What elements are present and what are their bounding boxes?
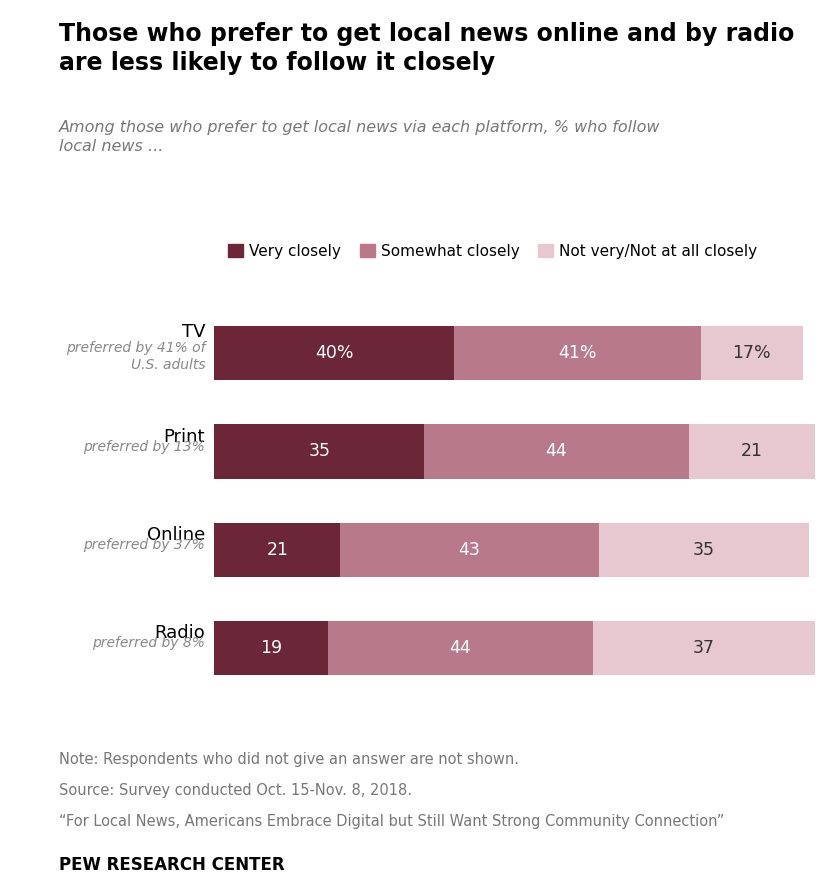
Text: 21: 21 — [741, 442, 763, 460]
Text: 19: 19 — [260, 639, 282, 657]
Text: preferred by 13%: preferred by 13% — [83, 440, 205, 454]
Text: 37: 37 — [693, 639, 715, 657]
Text: Note: Respondents who did not give an answer are not shown.: Note: Respondents who did not give an an… — [59, 752, 519, 767]
Text: Those who prefer to get local news online and by radio
are less likely to follow: Those who prefer to get local news onlin… — [59, 22, 794, 75]
Bar — [701, 326, 803, 380]
Text: Radio: Radio — [155, 625, 205, 643]
Text: Print: Print — [164, 428, 205, 446]
Text: Source: Survey conducted Oct. 15-Nov. 8, 2018.: Source: Survey conducted Oct. 15-Nov. 8,… — [59, 783, 412, 798]
Text: preferred by 41% of
U.S. adults: preferred by 41% of U.S. adults — [66, 342, 205, 371]
Text: Online: Online — [147, 526, 205, 544]
Bar — [214, 522, 340, 577]
Text: 44: 44 — [546, 442, 567, 460]
Text: TV: TV — [181, 322, 205, 341]
Bar — [592, 621, 815, 676]
Bar — [424, 425, 689, 479]
Bar — [599, 522, 809, 577]
Bar — [340, 522, 599, 577]
Text: 41%: 41% — [559, 344, 596, 362]
Text: Among those who prefer to get local news via each platform, % who follow
local n: Among those who prefer to get local news… — [59, 120, 660, 154]
Text: 44: 44 — [449, 639, 471, 657]
Legend: Very closely, Somewhat closely, Not very/Not at all closely: Very closely, Somewhat closely, Not very… — [222, 238, 764, 264]
Bar — [328, 621, 592, 676]
Text: 17%: 17% — [732, 344, 771, 362]
Bar — [214, 425, 424, 479]
Bar — [214, 326, 454, 380]
Text: 40%: 40% — [315, 344, 354, 362]
Text: preferred by 37%: preferred by 37% — [83, 538, 205, 552]
Text: preferred by 8%: preferred by 8% — [92, 636, 205, 651]
Bar — [214, 621, 328, 676]
Text: 43: 43 — [459, 541, 480, 559]
Text: 35: 35 — [693, 541, 715, 559]
Bar — [454, 326, 701, 380]
Text: 35: 35 — [308, 442, 330, 460]
Text: 21: 21 — [266, 541, 288, 559]
Text: “For Local News, Americans Embrace Digital but Still Want Strong Community Conne: “For Local News, Americans Embrace Digit… — [59, 814, 724, 829]
Bar — [689, 425, 815, 479]
Text: PEW RESEARCH CENTER: PEW RESEARCH CENTER — [59, 856, 285, 874]
